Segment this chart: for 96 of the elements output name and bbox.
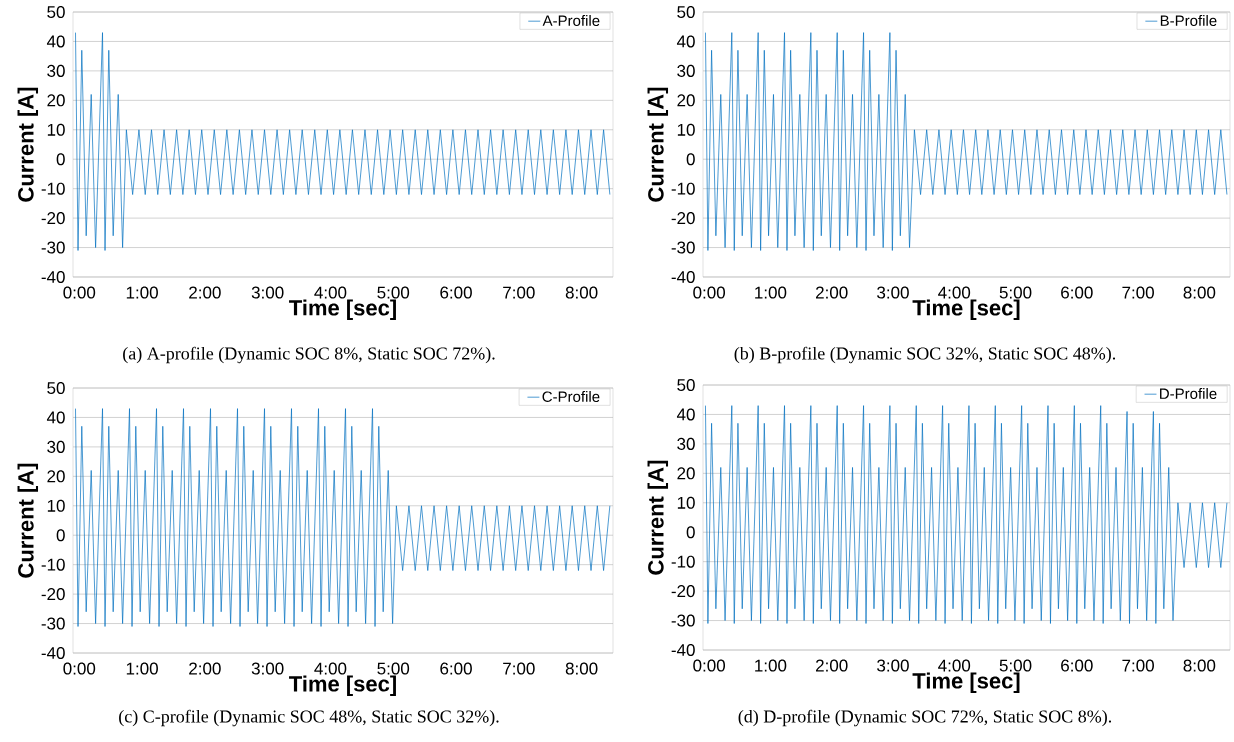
y-tick-label: 20	[677, 467, 695, 480]
legend-label: A-Profile	[542, 15, 600, 27]
y-tick-label: 0	[686, 526, 695, 539]
y-tick-label: 10	[47, 123, 65, 136]
x-tick-label: 3:00	[877, 286, 909, 299]
text: (a) A-profile (Dynamic SOC 8%, Static SOC 72%).	[123, 346, 495, 364]
x-tick-label: 6:00	[1061, 286, 1093, 299]
x-tick-label: 6:00	[440, 286, 472, 299]
x-tick-label: 2:00	[189, 286, 221, 299]
x-axis-title: Time [sec]	[289, 675, 396, 696]
y-tick-label: -40	[41, 646, 65, 660]
y-tick-label: 40	[46, 35, 65, 48]
y-tick-label: 50	[677, 378, 695, 392]
y-tick-label: 10	[47, 499, 65, 512]
y-tick-label: 30	[677, 64, 695, 77]
y-axis-title: Current [A]	[17, 87, 39, 202]
line-series	[705, 405, 1228, 624]
x-tick-label: 7:00	[503, 662, 535, 675]
x-tick-label: 8:00	[1183, 286, 1216, 299]
x-tick-label: 3:00	[251, 286, 284, 299]
x-tick-label: 1:00	[126, 286, 158, 299]
x-tick-label: 0:00	[693, 286, 726, 299]
y-tick-label: 0	[56, 529, 65, 542]
y-tick-label: 20	[47, 470, 65, 483]
line-series	[75, 408, 611, 627]
x-tick-label: 8:00	[565, 662, 598, 675]
x-tick-label: 5:00	[377, 286, 410, 299]
y-tick-label: 50	[47, 381, 65, 395]
y-tick-label: -40	[671, 270, 695, 284]
x-tick-label: 8:00	[565, 286, 598, 299]
x-tick-label: 3:00	[877, 659, 909, 672]
x-tick-label: 4:00	[938, 286, 971, 299]
text: (c) C-profile (Dynamic SOC 48%, Static SOC 32%).	[119, 709, 499, 727]
x-axis-title: Time [sec]	[912, 299, 1020, 320]
x-tick-label: 4:00	[314, 662, 347, 675]
x-tick-label: 7:00	[1122, 286, 1154, 299]
y-tick-label: 10	[677, 496, 695, 509]
x-tick-label: 5:00	[377, 662, 410, 675]
legend-label: D-Profile	[1160, 388, 1217, 400]
y-tick-label: -30	[41, 241, 65, 254]
x-tick-label: 4:00	[938, 659, 971, 672]
y-axis-title: Current [A]	[17, 463, 39, 578]
x-tick-label: 3:00	[251, 662, 284, 675]
y-tick-label: 20	[677, 94, 695, 107]
x-tick-label: 0:00	[63, 662, 96, 675]
y-axis-title: Current [A]	[647, 460, 669, 575]
y-tick-label: -20	[671, 585, 695, 598]
x-tick-label: 6:00	[440, 662, 472, 675]
x-tick-label: 5:00	[999, 659, 1032, 672]
x-tick-label: 1:00	[755, 286, 787, 299]
y-tick-label: -20	[671, 212, 695, 225]
x-tick-label: 2:00	[816, 659, 848, 672]
y-tick-label: -10	[671, 182, 695, 195]
y-tick-label: 30	[677, 437, 695, 450]
y-tick-label: -30	[671, 241, 695, 254]
y-tick-label: 0	[56, 153, 65, 166]
y-tick-label: -40	[41, 270, 65, 284]
y-tick-label: 0	[686, 153, 695, 166]
y-tick-label: -20	[41, 588, 65, 601]
x-tick-label: 1:00	[755, 659, 787, 672]
y-tick-label: 40	[676, 408, 695, 421]
x-tick-label: 4:00	[314, 286, 347, 299]
y-tick-label: 30	[47, 440, 65, 453]
y-tick-label: 40	[676, 35, 695, 48]
x-tick-label: 5:00	[999, 286, 1032, 299]
y-axis-title: Current [A]	[647, 87, 669, 202]
y-tick-label: -10	[41, 182, 65, 195]
legend-label: B-Profile	[1160, 15, 1217, 27]
x-tick-label: 0:00	[693, 659, 726, 672]
y-tick-label: 40	[46, 411, 65, 424]
x-tick-label: 2:00	[816, 286, 848, 299]
x-tick-label: 1:00	[126, 662, 158, 675]
text: (d) D-profile (Dynamic SOC 72%, Static SOC 8%).	[738, 709, 1112, 727]
x-tick-label: 7:00	[1122, 659, 1154, 672]
y-tick-label: 20	[47, 94, 65, 107]
x-tick-label: 8:00	[1183, 659, 1216, 672]
y-tick-label: -30	[671, 614, 695, 627]
legend-label: C-Profile	[542, 391, 600, 403]
y-tick-label: 10	[677, 123, 695, 136]
x-tick-label: 2:00	[189, 662, 221, 675]
line-series	[705, 32, 1228, 251]
text: (b) B-profile (Dynamic SOC 32%, Static SOC 48%).	[734, 346, 1116, 364]
y-tick-label: 50	[47, 5, 65, 19]
x-tick-label: 7:00	[503, 286, 535, 299]
y-tick-label: -10	[671, 555, 695, 568]
y-tick-label: 30	[47, 64, 65, 77]
y-tick-label: -30	[41, 617, 65, 630]
y-tick-label: -40	[671, 643, 695, 657]
x-tick-label: 6:00	[1061, 659, 1093, 672]
y-tick-label: -20	[41, 212, 65, 225]
x-tick-label: 0:00	[63, 286, 96, 299]
line-series	[75, 32, 611, 251]
y-tick-label: 50	[677, 5, 695, 19]
x-axis-title: Time [sec]	[289, 299, 396, 320]
x-axis-title: Time [sec]	[912, 672, 1020, 693]
y-tick-label: -10	[41, 558, 65, 571]
